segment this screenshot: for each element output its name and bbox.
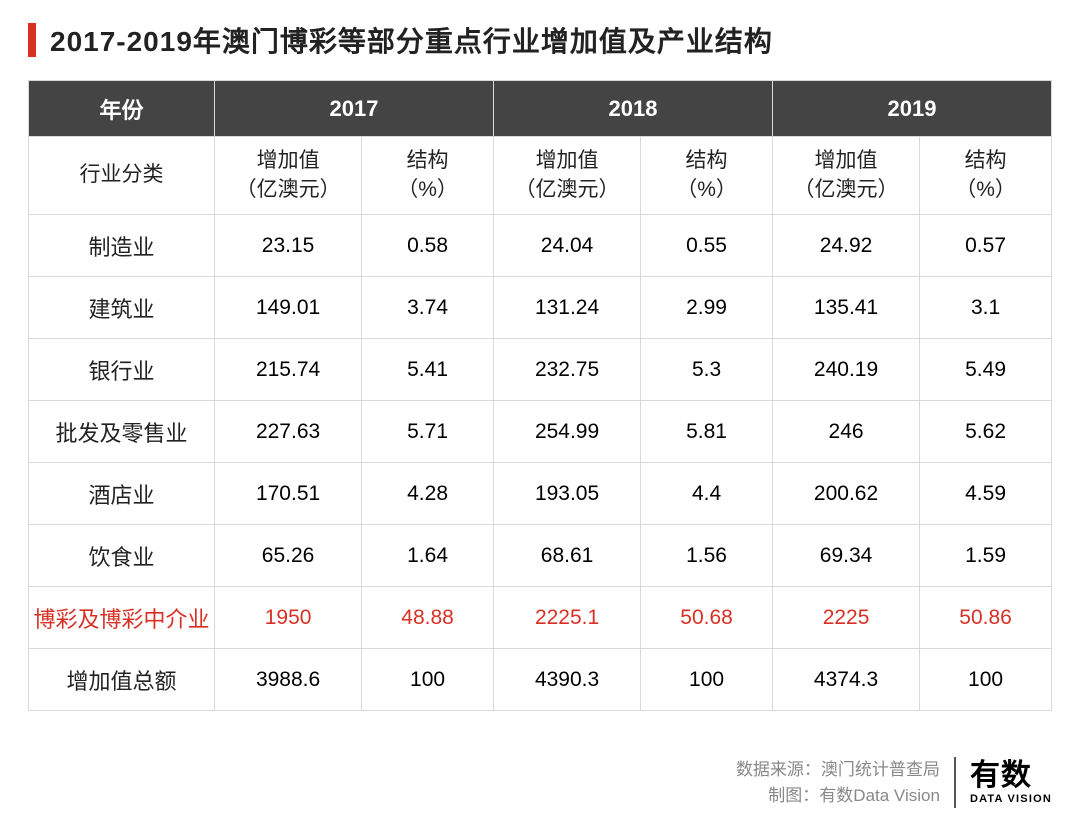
table-row: 制造业23.150.5824.040.5524.920.57 [29,215,1052,277]
row-label: 饮食业 [29,525,215,587]
cell: 5.71 [362,401,494,463]
logo-sub: DATA VISION [970,793,1052,805]
logo: 有数 DATA VISION [970,761,1052,805]
cell: 200.62 [772,463,919,525]
row-label: 批发及零售业 [29,401,215,463]
row-label: 银行业 [29,339,215,401]
table-row: 增加值总额3988.61004390.31004374.3100 [29,649,1052,711]
table-row: 酒店业170.514.28193.054.4200.624.59 [29,463,1052,525]
table-row: 批发及零售业227.635.71254.995.812465.62 [29,401,1052,463]
col-value-0: 增加值（亿澳元） [215,137,362,215]
cell: 4390.3 [493,649,640,711]
col-year-1: 2018 [493,81,772,137]
cell: 3.1 [920,277,1052,339]
col-year-2: 2019 [772,81,1051,137]
row-label: 博彩及博彩中介业 [29,587,215,649]
cell: 3.74 [362,277,494,339]
col-value-2: 增加值（亿澳元） [772,137,919,215]
cell: 5.3 [641,339,773,401]
cell: 4.4 [641,463,773,525]
table-row: 博彩及博彩中介业195048.882225.150.68222550.86 [29,587,1052,649]
row-label: 制造业 [29,215,215,277]
cell: 1.56 [641,525,773,587]
cell: 1950 [215,587,362,649]
cell: 5.49 [920,339,1052,401]
cell: 5.41 [362,339,494,401]
cell: 50.68 [641,587,773,649]
cell: 1.59 [920,525,1052,587]
cell: 4374.3 [772,649,919,711]
cell: 240.19 [772,339,919,401]
cell: 2.99 [641,277,773,339]
title-accent-marker [28,23,36,57]
cell: 23.15 [215,215,362,277]
logo-main: 有数 [970,761,1052,791]
cell: 254.99 [493,401,640,463]
cell: 135.41 [772,277,919,339]
col-pct-0: 结构（%） [362,137,494,215]
table-body: 制造业23.150.5824.040.5524.920.57建筑业149.013… [29,215,1052,711]
col-value-1: 增加值（亿澳元） [493,137,640,215]
page-title: 2017-2019年澳门博彩等部分重点行业增加值及产业结构 [50,20,773,60]
col-pct-1: 结构（%） [641,137,773,215]
cell: 4.28 [362,463,494,525]
cell: 1.64 [362,525,494,587]
table-header-sub: 行业分类 增加值（亿澳元） 结构（%） 增加值（亿澳元） 结构（%） 增加值（亿… [29,137,1052,215]
cell: 5.81 [641,401,773,463]
cell: 5.62 [920,401,1052,463]
cell: 100 [920,649,1052,711]
table-row: 银行业215.745.41232.755.3240.195.49 [29,339,1052,401]
cell: 4.59 [920,463,1052,525]
table-row: 饮食业65.261.6468.611.5669.341.59 [29,525,1052,587]
table-row: 建筑业149.013.74131.242.99135.413.1 [29,277,1052,339]
cell: 0.57 [920,215,1052,277]
cell: 48.88 [362,587,494,649]
cell: 100 [362,649,494,711]
row-label: 增加值总额 [29,649,215,711]
cell: 100 [641,649,773,711]
footer: 数据来源：澳门统计普查局 制图：有数Data Vision 有数 DATA VI… [736,757,1052,808]
cell: 3988.6 [215,649,362,711]
cell: 0.55 [641,215,773,277]
row-label: 酒店业 [29,463,215,525]
cell: 50.86 [920,587,1052,649]
cell: 246 [772,401,919,463]
cell: 69.34 [772,525,919,587]
cell: 24.92 [772,215,919,277]
cell: 227.63 [215,401,362,463]
data-table: 年份 2017 2018 2019 行业分类 增加值（亿澳元） 结构（%） 增加… [28,80,1052,711]
cell: 65.26 [215,525,362,587]
footer-source: 数据来源：澳门统计普查局 [736,757,940,783]
footer-text: 数据来源：澳门统计普查局 制图：有数Data Vision [736,757,956,808]
col-year-0: 2017 [215,81,494,137]
col-pct-2: 结构（%） [920,137,1052,215]
cell: 0.58 [362,215,494,277]
cell: 170.51 [215,463,362,525]
cell: 68.61 [493,525,640,587]
title-bar: 2017-2019年澳门博彩等部分重点行业增加值及产业结构 [28,20,1052,60]
cell: 149.01 [215,277,362,339]
cell: 131.24 [493,277,640,339]
row-label: 建筑业 [29,277,215,339]
footer-credit: 制图：有数Data Vision [736,783,940,809]
cell: 2225 [772,587,919,649]
cell: 193.05 [493,463,640,525]
col-years-label: 年份 [29,81,215,137]
cell: 24.04 [493,215,640,277]
cell: 2225.1 [493,587,640,649]
col-category-label: 行业分类 [29,137,215,215]
cell: 232.75 [493,339,640,401]
table-header-years: 年份 2017 2018 2019 [29,81,1052,137]
cell: 215.74 [215,339,362,401]
